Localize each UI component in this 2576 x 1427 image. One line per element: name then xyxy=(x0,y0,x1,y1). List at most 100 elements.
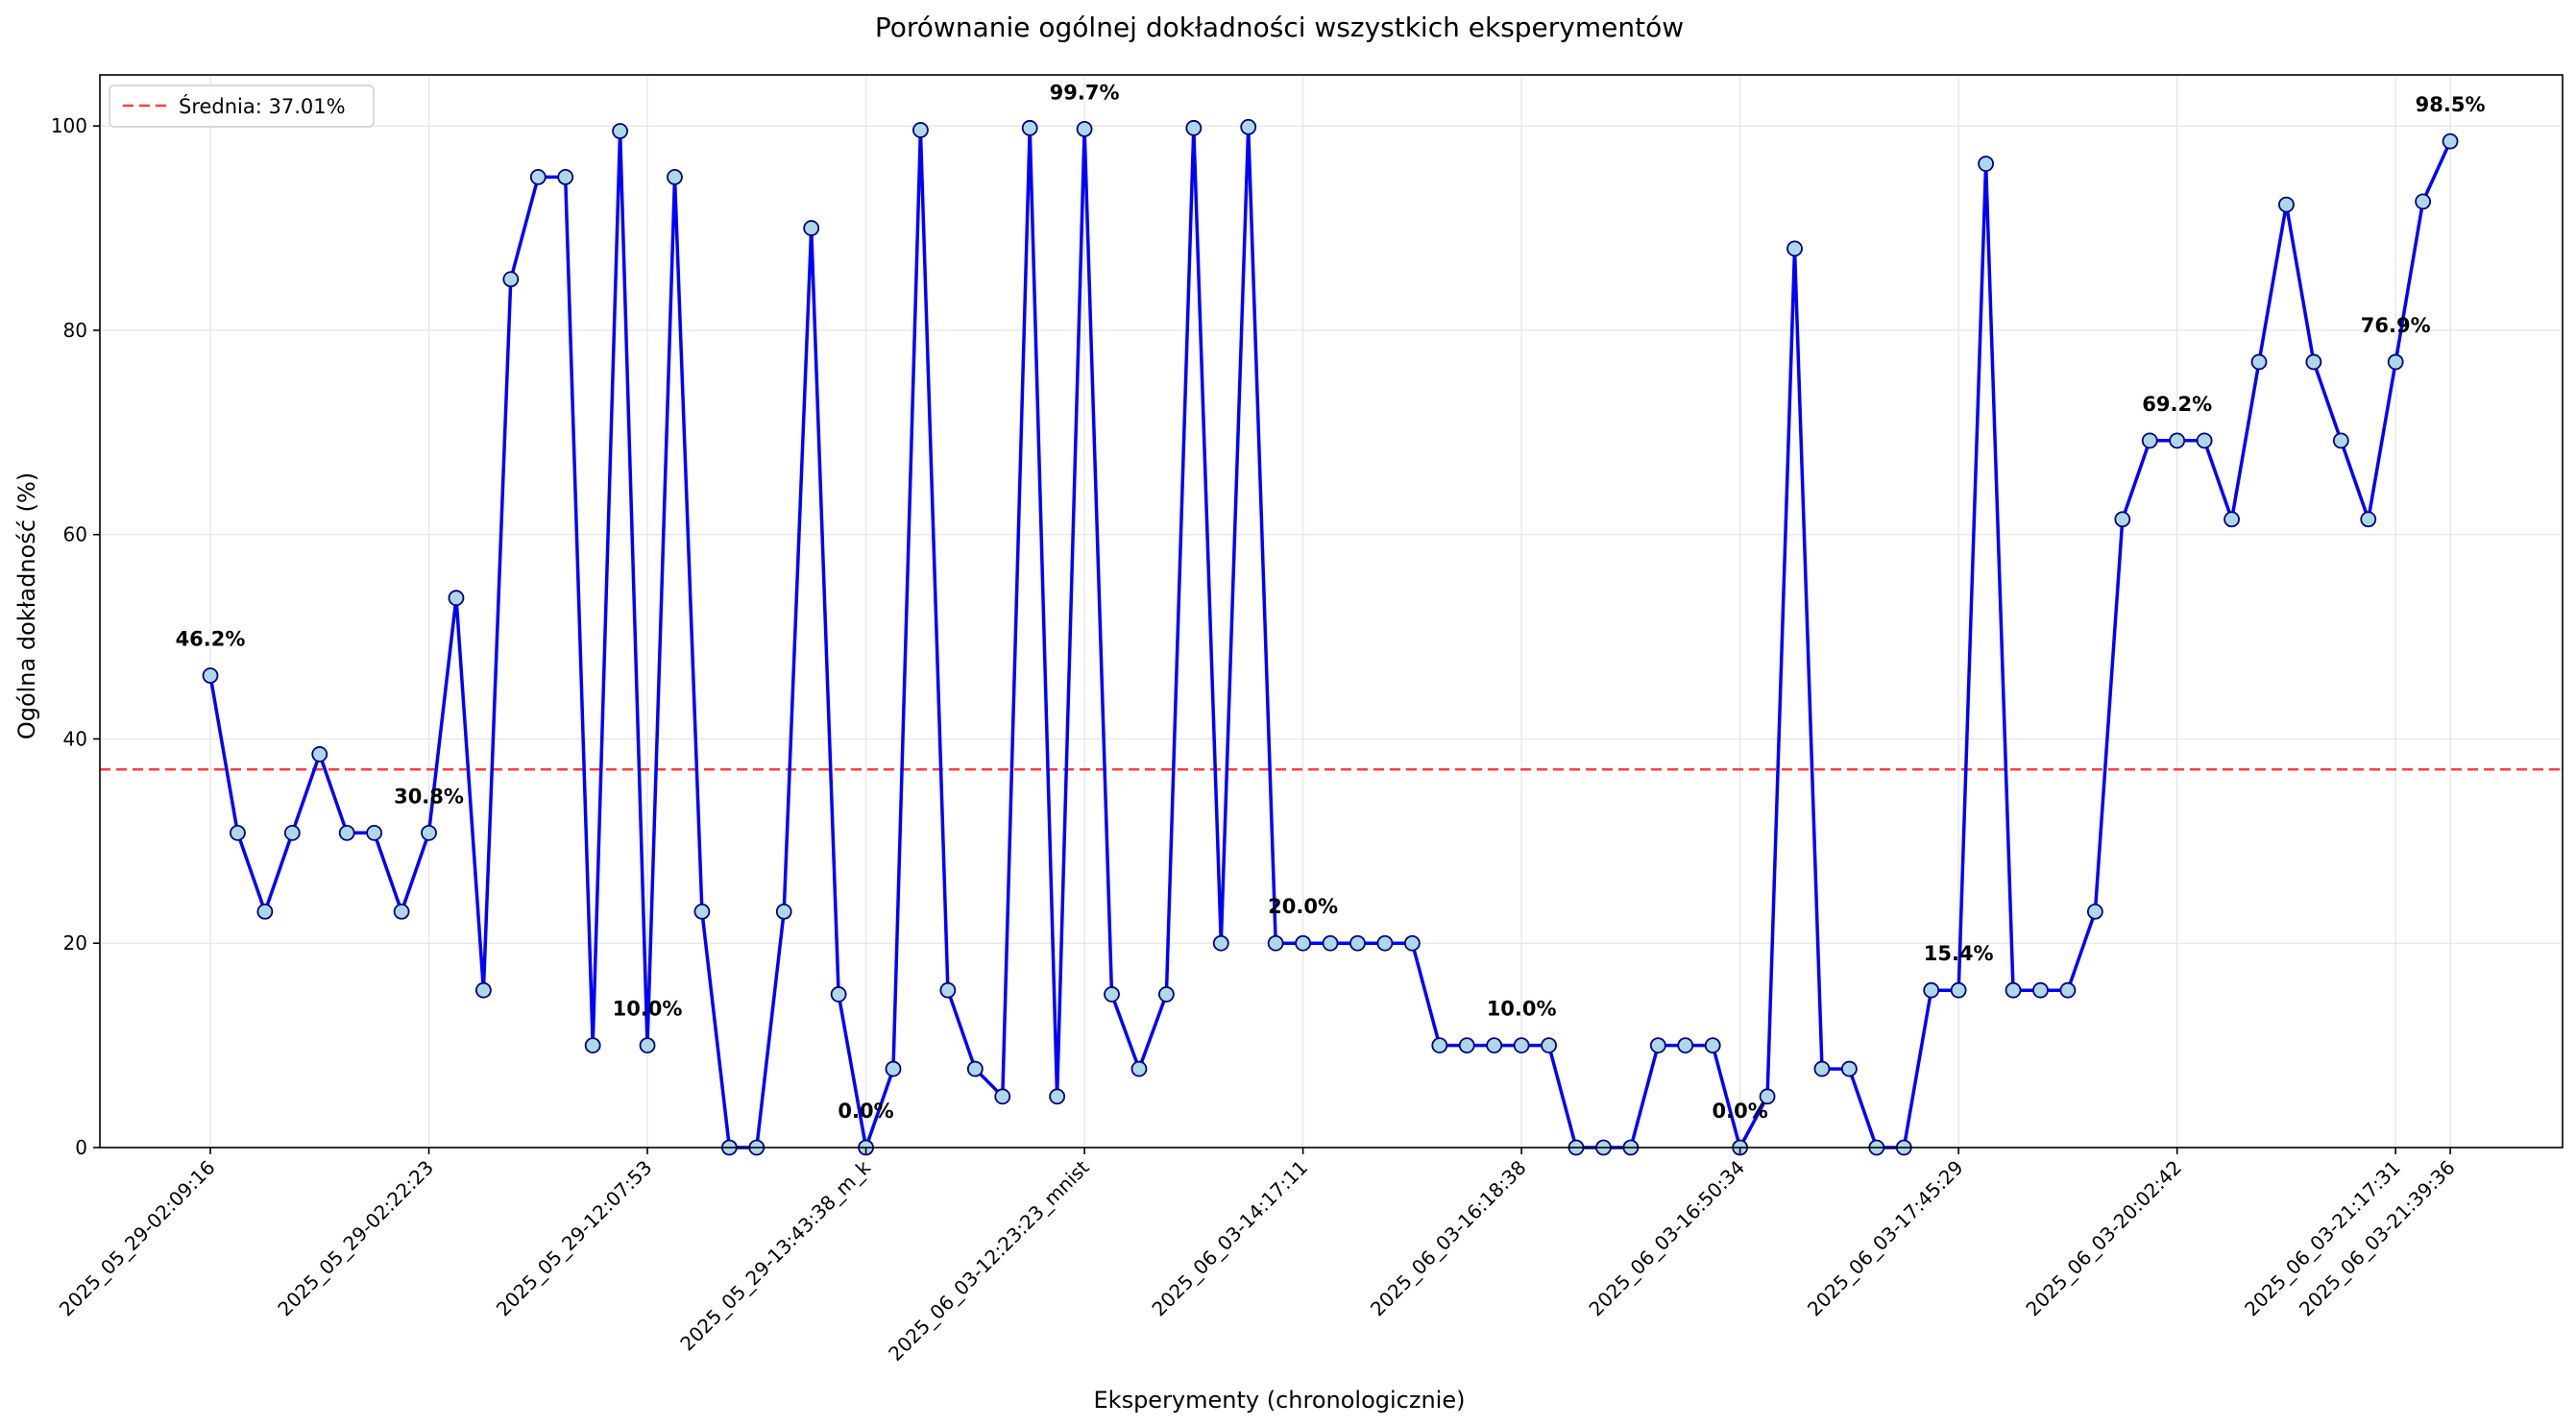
data-point xyxy=(939,981,957,999)
data-point xyxy=(2360,511,2377,528)
legend-mean-label: Średnia: 37.01% xyxy=(179,94,346,118)
data-point xyxy=(2086,903,2103,920)
data-point xyxy=(1104,986,1120,1003)
data-point xyxy=(1376,934,1394,952)
y-tick-label: 0 xyxy=(75,1136,87,1159)
x-axis-label: Eksperymenty (chronologicznie) xyxy=(1094,1387,1466,1414)
data-point xyxy=(393,903,410,920)
data-point xyxy=(311,746,328,762)
data-point xyxy=(1486,1037,1503,1054)
data-label: 0.0% xyxy=(838,1100,893,1123)
data-point xyxy=(2196,432,2213,449)
y-tick-label: 40 xyxy=(63,727,87,750)
data-point xyxy=(1978,156,1995,172)
legend-box xyxy=(109,85,375,128)
data-point xyxy=(966,1060,984,1077)
data-point xyxy=(2387,353,2404,371)
annotations-group: 46.2% 30.8% 10.0% 0.0% 99.7% 20.0% 10.0% 0.0% 15… xyxy=(176,81,2486,1123)
data-point xyxy=(2224,511,2240,528)
y-tick-label: 80 xyxy=(63,319,87,342)
data-point xyxy=(1649,1037,1666,1054)
data-point xyxy=(1431,1037,1448,1054)
data-point xyxy=(1458,1037,1475,1054)
data-point xyxy=(1021,119,1038,136)
data-label: 20.0% xyxy=(1268,895,1338,918)
data-label: 10.0% xyxy=(1487,998,1557,1021)
data-point xyxy=(1185,119,1203,136)
data-point xyxy=(2250,353,2268,371)
data-point xyxy=(1158,986,1175,1003)
data-point xyxy=(775,903,792,920)
data-point xyxy=(1704,1037,1721,1054)
data-point xyxy=(1759,1088,1776,1105)
data-point xyxy=(885,1060,902,1077)
data-label: 76.9% xyxy=(2361,314,2431,337)
data-point xyxy=(803,220,820,236)
y-axis-label: Ogólna dokładność (%) xyxy=(13,472,40,739)
data-point xyxy=(1240,118,1257,135)
data-point xyxy=(1267,934,1284,952)
data-point xyxy=(474,981,492,999)
data-point xyxy=(2278,196,2295,213)
data-point xyxy=(366,824,383,841)
y-tick-label: 20 xyxy=(63,931,87,955)
y-tick-label: 100 xyxy=(51,114,87,137)
data-point xyxy=(2059,981,2077,999)
data-point xyxy=(2141,432,2158,449)
data-point xyxy=(202,667,219,684)
data-label: 46.2% xyxy=(176,628,246,651)
data-label: 10.0% xyxy=(613,998,683,1021)
data-point xyxy=(2305,353,2322,371)
data-point xyxy=(830,986,847,1003)
plot-frame xyxy=(99,74,2564,1149)
data-point xyxy=(256,903,274,920)
data-label: 99.7% xyxy=(1050,81,1120,104)
data-point xyxy=(2332,432,2349,449)
data-point xyxy=(529,168,547,185)
data-point xyxy=(1049,1088,1066,1105)
data-point xyxy=(230,824,246,841)
data-point xyxy=(1130,1060,1148,1077)
data-point xyxy=(1322,934,1339,952)
data-point xyxy=(557,168,574,185)
data-point xyxy=(612,123,628,139)
data-point xyxy=(2442,133,2459,150)
data-label: 30.8% xyxy=(394,785,464,808)
data-point xyxy=(502,271,520,288)
data-point xyxy=(1541,1037,1557,1054)
data-point xyxy=(667,168,683,185)
y-tick-label: 60 xyxy=(63,523,87,546)
data-point xyxy=(1923,981,1940,999)
data-point xyxy=(2032,981,2049,999)
data-label: 0.0% xyxy=(1713,1100,1768,1123)
chart-title: Porównanie ogólnej dokładności wszystkic… xyxy=(875,12,1684,43)
data-point xyxy=(1950,981,1967,999)
data-point xyxy=(912,122,929,138)
data-point xyxy=(639,1037,656,1054)
data-point xyxy=(338,824,355,841)
data-point xyxy=(1677,1037,1694,1054)
data-point xyxy=(1403,934,1421,952)
data-label: 98.5% xyxy=(2416,93,2486,116)
data-point xyxy=(2005,981,2022,999)
data-point xyxy=(2114,511,2131,528)
data-point xyxy=(1295,934,1311,952)
data-label: 15.4% xyxy=(1924,942,1994,965)
data-point xyxy=(1786,240,1803,257)
data-point xyxy=(283,824,301,841)
data-point xyxy=(1349,934,1366,952)
legend: Średnia: 37.01% xyxy=(109,85,375,128)
data-point xyxy=(1212,934,1229,952)
data-point xyxy=(1513,1037,1530,1054)
data-point xyxy=(994,1088,1011,1105)
data-point xyxy=(1076,120,1093,137)
data-point xyxy=(2415,193,2432,210)
data-point xyxy=(693,903,711,920)
data-point xyxy=(1813,1060,1831,1077)
data-label: 69.2% xyxy=(2142,393,2212,416)
data-point xyxy=(2169,432,2186,449)
data-point xyxy=(421,824,437,841)
data-point xyxy=(1841,1060,1858,1077)
